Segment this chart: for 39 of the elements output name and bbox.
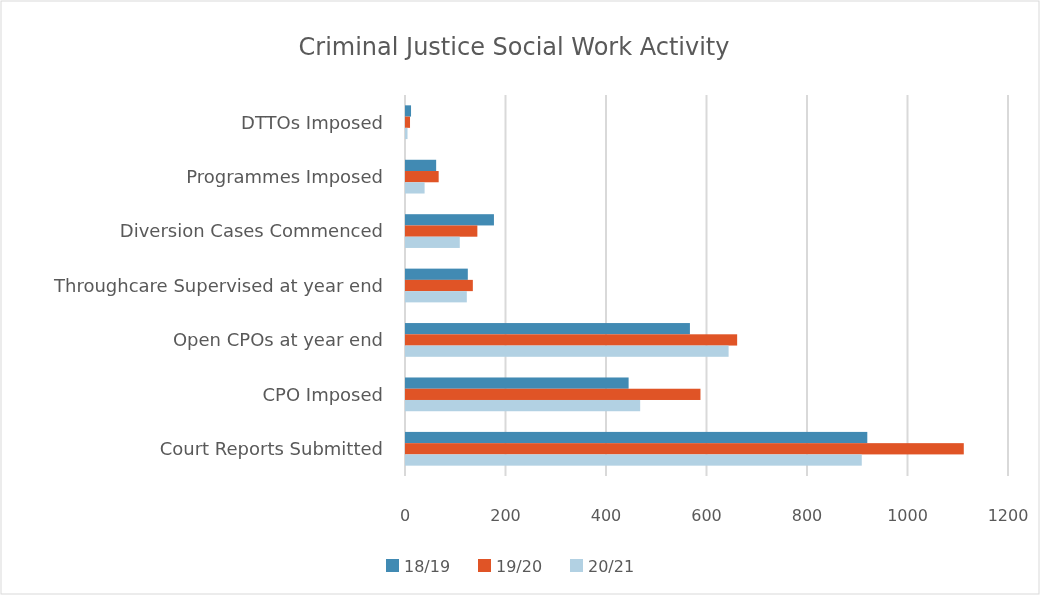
x-tick-label: 1000 — [887, 506, 928, 525]
bar — [405, 399, 641, 412]
y-tick-label: DTTOs Imposed — [241, 111, 383, 133]
bar — [405, 334, 738, 346]
bar — [405, 431, 868, 444]
x-tick-label: 600 — [691, 506, 722, 525]
bar — [405, 454, 862, 466]
bar — [405, 105, 412, 117]
y-tick-label: Programmes Imposed — [186, 165, 383, 187]
y-tick-label: Court Reports Submitted — [159, 438, 383, 460]
bar — [405, 377, 629, 389]
legend-label: 19/20 — [496, 556, 543, 576]
y-tick-label: Diversion Cases Commenced — [119, 220, 383, 242]
bar — [405, 268, 468, 280]
chart-title: Criminal Justice Social Work Activity — [298, 33, 730, 61]
bar — [405, 127, 408, 140]
bar — [405, 159, 437, 172]
legend-label: 20/21 — [588, 556, 635, 576]
bar — [405, 388, 701, 400]
y-tick-label: Open CPOs at year end — [172, 329, 383, 351]
x-tick-label: 1200 — [987, 506, 1029, 525]
bar — [405, 171, 439, 183]
bar — [405, 323, 690, 335]
x-tick-label: 400 — [590, 506, 622, 525]
x-tick-label: 0 — [399, 506, 411, 525]
bar — [405, 345, 729, 357]
bar — [405, 236, 460, 248]
x-tick-label: 800 — [791, 506, 823, 525]
bar — [405, 214, 494, 226]
bar — [405, 116, 411, 128]
bar — [405, 291, 467, 303]
legend-label: 18/19 — [404, 556, 451, 576]
x-tick-label: 200 — [490, 506, 521, 525]
y-tick-label: CPO Imposed — [262, 383, 383, 405]
bar — [405, 279, 473, 292]
bar — [405, 182, 425, 194]
bar — [405, 443, 964, 455]
bar — [405, 225, 478, 237]
y-tick-label: Throughcare Supervised at year end — [53, 274, 383, 296]
